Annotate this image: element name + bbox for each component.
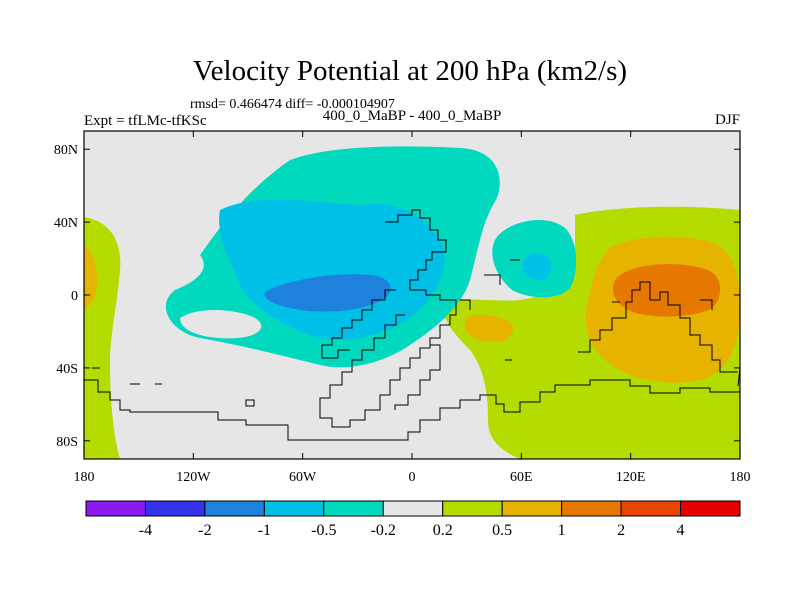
contour-negative-0.5-main (219, 199, 445, 340)
contour-neutral-hole (180, 310, 262, 339)
colorbar-label: 1 (558, 522, 566, 539)
y-tick-label: 80S (56, 435, 78, 450)
x-tick-label: 0 (409, 470, 416, 485)
colorbar-label: -2 (198, 522, 211, 539)
coastline-asia-australia (578, 281, 738, 373)
colorbar-swatch (144, 500, 206, 517)
contour-positive-1 (612, 264, 721, 317)
coastline-small-islands (92, 259, 740, 407)
x-tick-label: 120E (616, 470, 646, 485)
colorbar-swatch (263, 500, 325, 517)
x-tick-label: 60W (289, 470, 317, 485)
experiment-label: Expt = tfLMc-tfKSc (84, 113, 207, 129)
chart-title: Velocity Potential at 200 hPa (km2/s) (193, 55, 627, 87)
y-tick-label: 80N (54, 143, 78, 158)
coastlines (84, 209, 740, 441)
y-tick-label: 40S (56, 362, 78, 377)
coastline-central-america (321, 289, 396, 359)
x-tick-label: 60E (510, 470, 533, 485)
colorbar-swatch (85, 500, 146, 517)
y-tick-label: 0 (71, 289, 78, 304)
y-tick-label: 40N (54, 216, 78, 231)
colorbar-label: 2 (617, 522, 625, 539)
contour-negative-1 (264, 274, 391, 312)
colorbar: -4 -2 -1 -0.5 -0.2 0.2 0.5 1 2 4 (85, 500, 741, 539)
contour-positive-0.5-mid (464, 314, 514, 342)
colorbar-swatch (680, 500, 741, 517)
x-tick-label: 180 (730, 470, 751, 485)
colorbar-label: 0.2 (433, 522, 453, 539)
colorbar-swatch (323, 500, 384, 517)
colorbar-swatch (501, 500, 563, 517)
chart-stats: rmsd= 0.466474 diff= -0.000104907 (190, 97, 395, 112)
colorbar-label: -0.5 (311, 522, 336, 539)
colorbar-label: -4 (139, 522, 152, 539)
season-label: DJF (715, 112, 740, 128)
colorbar-label: -0.2 (371, 522, 396, 539)
case-label: 400_0_MaBP - 400_0_MaBP (323, 108, 502, 124)
contour-positive-0.5-west (84, 245, 97, 310)
colorbar-label: -1 (258, 522, 271, 539)
x-tick-label: 180 (74, 470, 95, 485)
coastline-americas (319, 209, 457, 428)
x-tick-label: 120W (176, 470, 211, 485)
colorbar-swatch (620, 500, 682, 517)
coastline-africa (394, 274, 501, 410)
velocity-potential-field (84, 146, 740, 459)
colorbar-swatch (442, 500, 503, 517)
colorbar-swatch (204, 500, 265, 517)
colorbar-label: 4 (677, 522, 685, 539)
coastline-antarctica (84, 379, 740, 441)
colorbar-label: 0.5 (492, 522, 512, 539)
contour-negative-0.5-east (522, 253, 552, 281)
colorbar-swatch (382, 500, 444, 517)
colorbar-swatch (561, 500, 622, 517)
axes: 180 120W 60W 0 60E 120E 180 80N 40N 0 40S 80S (54, 131, 751, 485)
